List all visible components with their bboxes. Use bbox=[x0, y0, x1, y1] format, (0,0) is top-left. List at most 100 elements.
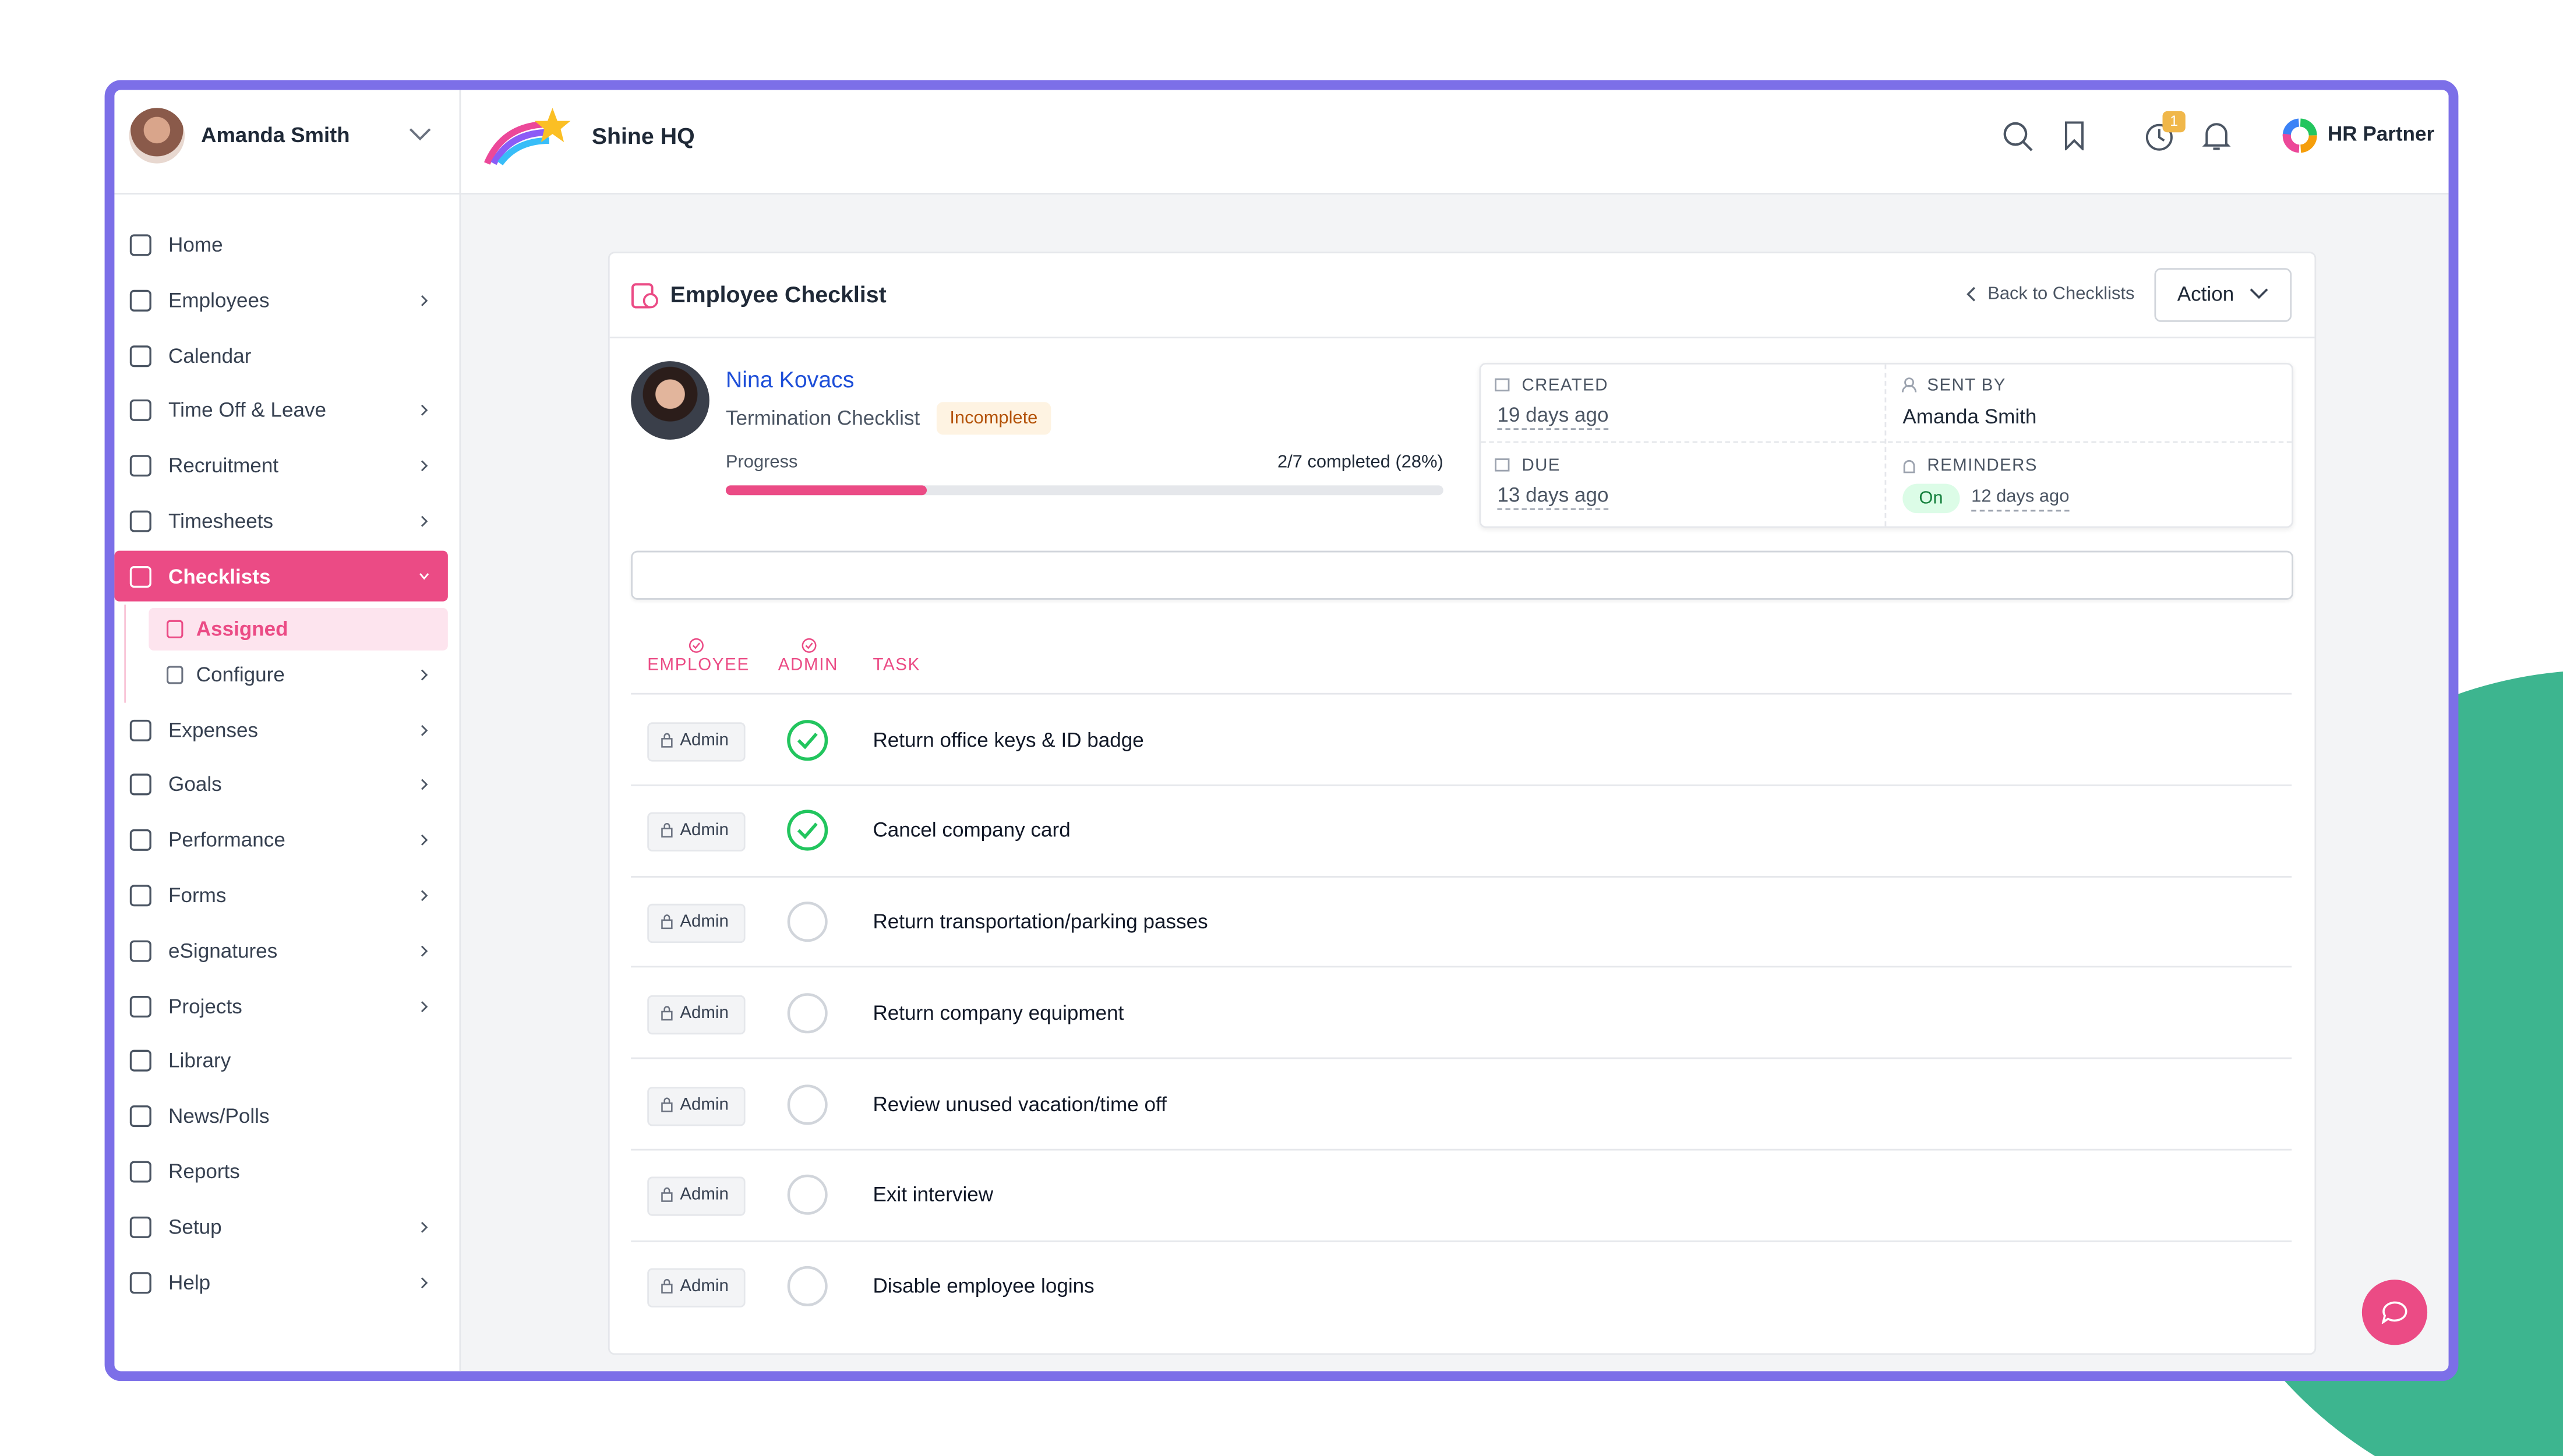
nav-item[interactable]: Checklists bbox=[168, 565, 271, 588]
row-divider bbox=[631, 1148, 2292, 1150]
assignee-badge bbox=[647, 995, 746, 1034]
assignee-label: Admin bbox=[680, 911, 729, 932]
check-empty[interactable] bbox=[786, 1265, 829, 1307]
check-empty[interactable] bbox=[786, 992, 829, 1034]
check-done[interactable] bbox=[786, 810, 829, 852]
nav-item[interactable]: Recruitment bbox=[168, 454, 279, 478]
lock-icon bbox=[661, 1278, 673, 1294]
lock-icon bbox=[661, 1097, 673, 1112]
row-divider bbox=[631, 1057, 2292, 1059]
action-label[interactable]: Action bbox=[2177, 282, 2234, 306]
check-empty[interactable] bbox=[786, 1174, 829, 1216]
nav-item[interactable]: Time Off & Leave bbox=[168, 399, 327, 423]
due-label: DUE bbox=[1521, 455, 1561, 476]
sidebar bbox=[114, 90, 461, 1372]
nav-icon bbox=[129, 289, 151, 312]
nav-item[interactable]: Reports bbox=[168, 1160, 240, 1183]
reminders-status: On bbox=[1902, 483, 1960, 514]
search-input[interactable] bbox=[631, 550, 2293, 600]
chat-icon bbox=[2381, 1301, 2407, 1324]
nav-item[interactable]: Setup bbox=[168, 1215, 222, 1239]
column-header: EMPLOYEE bbox=[647, 655, 750, 675]
nav-icon bbox=[129, 940, 151, 962]
nav-item[interactable]: Timesheets bbox=[168, 510, 274, 533]
nav-chevron bbox=[421, 1221, 428, 1233]
nav-chevron bbox=[421, 405, 428, 416]
chat-button[interactable] bbox=[2361, 1280, 2428, 1345]
assignee-badge bbox=[647, 812, 746, 852]
task-name: Cancel company card bbox=[873, 819, 1071, 842]
nav-item[interactable]: Employees bbox=[168, 289, 270, 312]
status-badge: Incomplete bbox=[936, 402, 1051, 435]
nav-item[interactable]: eSignatures bbox=[168, 939, 278, 963]
action-chevron bbox=[2250, 288, 2268, 299]
action-button[interactable] bbox=[2154, 268, 2292, 322]
notification-badge: 1 bbox=[2162, 111, 2186, 133]
nav-item[interactable]: Forms bbox=[168, 884, 227, 907]
nav-item[interactable]: News/Polls bbox=[168, 1105, 270, 1128]
nav-icon bbox=[129, 345, 151, 367]
submenu-icon bbox=[167, 620, 183, 638]
nav-chevron bbox=[421, 779, 428, 791]
nav-item[interactable]: Home bbox=[168, 234, 223, 257]
nav-item[interactable]: Calendar bbox=[168, 344, 252, 367]
task-name: Return transportation/parking passes bbox=[873, 910, 1208, 934]
back-chevron bbox=[1967, 287, 1975, 302]
task-name: Return company equipment bbox=[873, 1001, 1124, 1024]
nav-item[interactable]: Library bbox=[168, 1049, 231, 1073]
nav-icon bbox=[129, 829, 151, 851]
checklist-icon bbox=[631, 283, 658, 309]
company-logo bbox=[484, 108, 571, 165]
nav-icon bbox=[129, 455, 151, 477]
column-header: ADMIN bbox=[778, 655, 839, 675]
nav-chevron bbox=[421, 835, 428, 846]
check-done[interactable] bbox=[786, 718, 829, 761]
nav-icon bbox=[129, 995, 151, 1017]
nav-item[interactable]: Projects bbox=[168, 994, 242, 1018]
assignee-label: Admin bbox=[680, 821, 729, 841]
assignee-label: Admin bbox=[680, 1276, 729, 1296]
nav-item[interactable]: Expenses bbox=[168, 718, 259, 741]
user-avatar[interactable] bbox=[129, 108, 185, 164]
back-link[interactable]: Back to Checklists bbox=[1987, 284, 2135, 304]
nav-item[interactable]: Help bbox=[168, 1271, 211, 1294]
reminders-time: 12 days ago bbox=[1971, 485, 2070, 512]
task-name: Return office keys & ID badge bbox=[873, 728, 1144, 751]
nav-chevron bbox=[421, 460, 428, 472]
due-value: 13 days ago bbox=[1497, 482, 1609, 510]
user-menu-chevron[interactable] bbox=[409, 126, 432, 142]
lock-icon bbox=[661, 1188, 673, 1203]
lock-icon bbox=[661, 914, 673, 930]
info-divider-v bbox=[1884, 364, 1887, 526]
check-empty[interactable] bbox=[786, 1083, 829, 1125]
submenu-active-bg bbox=[149, 607, 448, 651]
bell-icon[interactable] bbox=[2202, 121, 2232, 154]
clock-icon[interactable] bbox=[2145, 121, 2177, 154]
nav-item[interactable]: Performance bbox=[168, 829, 285, 852]
employee-name[interactable]: Nina Kovacs bbox=[725, 366, 855, 393]
nav-icon bbox=[129, 1271, 151, 1294]
submenu-item[interactable]: Assigned bbox=[196, 617, 288, 641]
submenu-item[interactable]: Configure bbox=[196, 663, 285, 687]
assignee-badge bbox=[647, 903, 746, 943]
checklist-name: Termination Checklist bbox=[725, 407, 920, 430]
nav-chevron bbox=[421, 1001, 428, 1012]
created-value: 19 days ago bbox=[1497, 402, 1609, 430]
task-name: Review unused vacation/time off bbox=[873, 1092, 1167, 1116]
nav-active-bg bbox=[114, 550, 448, 602]
search-icon[interactable] bbox=[2002, 121, 2035, 154]
assignee-label: Admin bbox=[680, 729, 729, 750]
check-empty[interactable] bbox=[786, 900, 829, 943]
nav-icon bbox=[129, 234, 151, 256]
nav-item[interactable]: Goals bbox=[168, 773, 222, 797]
user-name[interactable]: Amanda Smith bbox=[201, 122, 350, 147]
sent-by-label: SENT BY bbox=[1927, 376, 2006, 396]
nav-icon bbox=[129, 1050, 151, 1072]
row-divider bbox=[631, 966, 2292, 968]
submenu-icon bbox=[167, 666, 183, 684]
bookmark-icon[interactable] bbox=[2063, 121, 2085, 151]
assignee-label: Admin bbox=[680, 1003, 729, 1023]
created-label: CREATED bbox=[1521, 376, 1608, 396]
assignee-label: Admin bbox=[680, 1185, 729, 1205]
